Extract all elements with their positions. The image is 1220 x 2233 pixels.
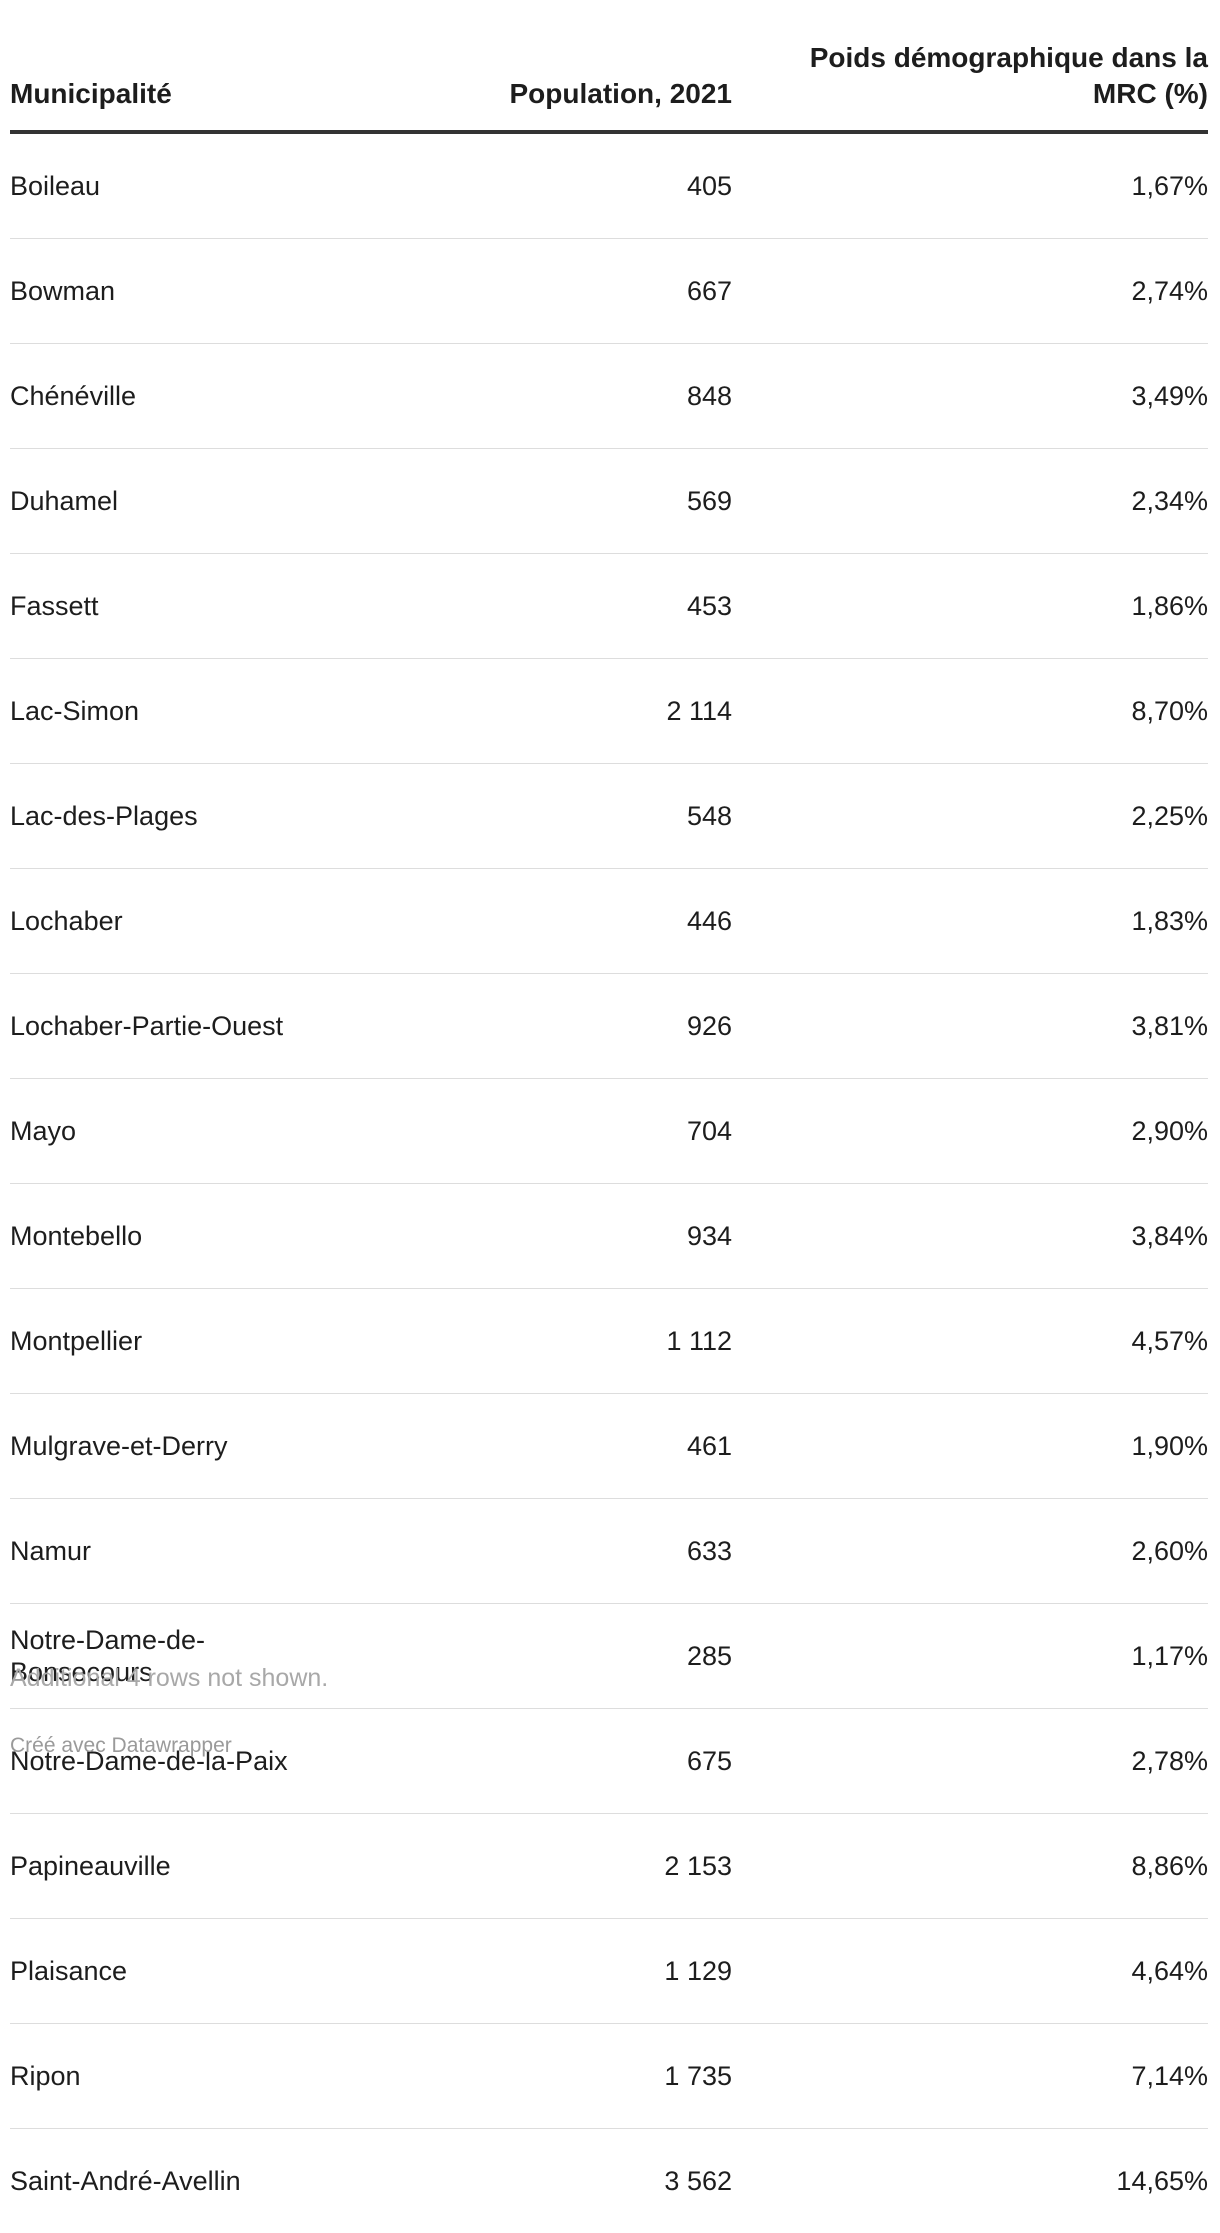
- table-cell: Lac-des-Plages: [10, 764, 310, 869]
- table-cell: 1,17%: [732, 1604, 1208, 1709]
- table-wrap: Municipalité Population, 2021 Poids démo…: [10, 40, 1208, 2233]
- table-cell: 3,49%: [732, 344, 1208, 449]
- table-cell: Duhamel: [10, 449, 310, 554]
- table-cell: 3,84%: [732, 1184, 1208, 1289]
- table: Municipalité Population, 2021 Poids démo…: [10, 40, 1208, 2233]
- table-cell: Lochaber-Partie-Ouest: [10, 974, 310, 1079]
- table-cell: Namur: [10, 1499, 310, 1604]
- table-cell: 704: [310, 1079, 732, 1184]
- table-cell: Lochaber: [10, 869, 310, 974]
- footer: Créé avec Datawrapper: [10, 1734, 232, 1758]
- table-cell: Papineauville: [10, 1814, 310, 1919]
- table-cell: 7,14%: [732, 2024, 1208, 2129]
- table-cell: 8,70%: [732, 659, 1208, 764]
- table-cell: 934: [310, 1184, 732, 1289]
- page: Municipalité Population, 2021 Poids démo…: [0, 0, 1220, 1774]
- table-cell: 633: [310, 1499, 732, 1604]
- header-cell: Poids démographique dans la MRC (%): [732, 40, 1208, 132]
- table-cell: 2 114: [310, 659, 732, 764]
- table-cell: Mayo: [10, 1079, 310, 1184]
- table-cell: 2 153: [310, 1814, 732, 1919]
- table-cell: 675: [310, 1709, 732, 1814]
- header-row: Municipalité Population, 2021 Poids démo…: [10, 40, 1208, 132]
- table-cell: Saint-André-Avellin: [10, 2129, 310, 2233]
- header-text: Poids démographique dans la MRC (%): [788, 40, 1208, 112]
- header-cell: Municipalité: [10, 40, 310, 132]
- table-cell: 848: [310, 344, 732, 449]
- table-cell: Lac-Simon: [10, 659, 310, 764]
- table-cell: 2,25%: [732, 764, 1208, 869]
- table-cell: 2,34%: [732, 449, 1208, 554]
- table-cell: 3,81%: [732, 974, 1208, 1079]
- table-cell: Montpellier: [10, 1289, 310, 1394]
- table-cell: Montebello: [10, 1184, 310, 1289]
- table-cell: 2,74%: [732, 239, 1208, 344]
- table-cell: 8,86%: [732, 1814, 1208, 1919]
- table-cell: 405: [310, 132, 732, 239]
- table-cell: 1,86%: [732, 554, 1208, 659]
- table-cell: 2,90%: [732, 1079, 1208, 1184]
- table-cell: 548: [310, 764, 732, 869]
- notes: Additional 4 rows not shown.: [10, 1664, 328, 1693]
- table-cell: Chénéville: [10, 344, 310, 449]
- table-cell: 3 562: [310, 2129, 732, 2233]
- table-cell: 1,83%: [732, 869, 1208, 974]
- table-cell: 926: [310, 974, 732, 1079]
- table-cell: Fassett: [10, 554, 310, 659]
- table-cell: 446: [310, 869, 732, 974]
- table-cell: 1 735: [310, 2024, 732, 2129]
- table-cell: Bowman: [10, 239, 310, 344]
- table-cell: 1,90%: [732, 1394, 1208, 1499]
- header-cell: Population, 2021: [310, 40, 732, 132]
- table-cell: 2,78%: [732, 1709, 1208, 1814]
- table-cell: Boileau: [10, 132, 310, 239]
- table-cell: 4,57%: [732, 1289, 1208, 1394]
- table-cell: 1 112: [310, 1289, 732, 1394]
- table-cell: Ripon: [10, 2024, 310, 2129]
- table-cell: Mulgrave-et-Derry: [10, 1394, 310, 1499]
- table-cell: 569: [310, 449, 732, 554]
- table-cell: 461: [310, 1394, 732, 1499]
- table-cell: Notre-Dame-de-la-Paix: [10, 1709, 310, 1814]
- table-cell: 1,67%: [732, 132, 1208, 239]
- table-cell: 667: [310, 239, 732, 344]
- table-cell: Plaisance: [10, 1919, 310, 2024]
- table-cell: 14,65%: [732, 2129, 1208, 2233]
- table-cell: 285: [310, 1604, 732, 1709]
- table-cell: 453: [310, 554, 732, 659]
- table-cell: 2,60%: [732, 1499, 1208, 1604]
- table-cell: 1 129: [310, 1919, 732, 2024]
- table-cell: 4,64%: [732, 1919, 1208, 2024]
